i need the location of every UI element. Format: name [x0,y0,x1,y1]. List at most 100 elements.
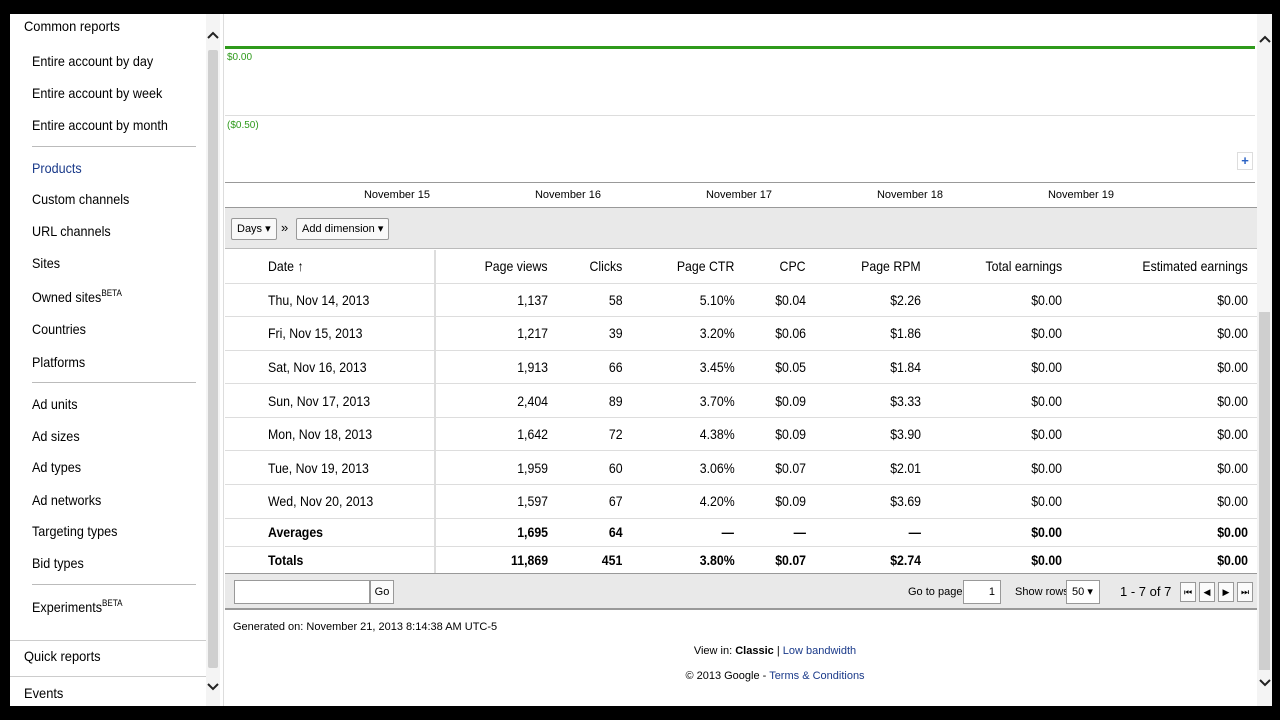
cell-page-ctr: 5.10% [631,283,744,318]
breadcrumb-separator: » [281,220,289,235]
cell-value: 1,642 [517,426,548,443]
cell-page-rpm: $2.74 [814,546,931,576]
column-header-cpc[interactable]: CPC [743,250,815,284]
cell-date: Sat, Nov 16, 2013 [225,350,436,385]
cell-cpc: $0.09 [743,417,815,452]
low-bandwidth-link[interactable]: Low bandwidth [782,645,857,657]
sidebar-heading-events[interactable]: Events [24,685,64,701]
cell-value: 1,695 [517,524,548,541]
cell-value: 3.06% [699,459,735,476]
plus-icon[interactable]: + [1237,152,1253,170]
cell-value: $0.05 [774,358,806,375]
first-page-icon[interactable]: ⏮ [1180,582,1196,602]
sidebar-divider [10,676,206,677]
cell-value: $2.01 [890,459,922,476]
cell-value: $3.69 [890,493,922,510]
cell-value: 451 [601,551,623,568]
days-dropdown[interactable]: Days ▾ [231,218,277,240]
column-header-label: Page CTR [676,258,735,275]
column-header-clicks[interactable]: Clicks [556,250,632,284]
cell-value: $0.00 [1031,392,1063,409]
go-to-page-label: Go to page: [908,586,966,598]
main-scrollbar-thumb[interactable] [1259,312,1270,670]
sidebar-content: Common reports Entire account by day Ent… [10,14,206,706]
add-dimension-dropdown[interactable]: Add dimension ▾ [296,218,390,240]
go-button[interactable]: Go [370,580,394,604]
sidebar-heading-quick-reports[interactable]: Quick reports [24,648,101,664]
cell-value: $0.00 [1217,358,1248,375]
chevron-up-icon[interactable] [1257,32,1272,46]
sidebar-item-experiments[interactable]: ExperimentsBETA [32,598,123,615]
x-axis-label: November 16 [534,189,602,201]
page-number-input[interactable]: 1 [963,580,1001,604]
cell-page-views: 1,959 [435,450,557,486]
cell-page-rpm: $2.01 [814,450,931,486]
sidebar-item-custom-channels[interactable]: Custom channels [32,191,130,207]
previous-page-icon[interactable]: ◀ [1199,582,1215,602]
cell-page-rpm: $1.86 [814,316,931,351]
sidebar-item-countries[interactable]: Countries [32,321,86,337]
sidebar-item-entire-account-by-month[interactable]: Entire account by month [32,117,168,133]
cell-page-ctr: 3.20% [631,316,744,351]
sidebar-item-products[interactable]: Products [32,160,82,176]
rows-per-page-select[interactable]: 50 ▾ [1066,580,1100,604]
show-rows-label: Show rows: [1015,586,1072,598]
app-frame: Common reports Entire account by day Ent… [10,14,1272,706]
sidebar-heading-common-reports[interactable]: Common reports [24,18,120,34]
chevron-down-icon[interactable] [206,680,220,694]
cell-cpc: $0.07 [743,450,815,486]
view-separator: | [776,645,780,657]
sidebar-item-ad-sizes[interactable]: Ad sizes [32,428,80,444]
cell-value: 1,597 [517,493,548,510]
column-header-estimated-earnings[interactable]: Estimated earnings [1071,250,1257,284]
terms-link[interactable]: Terms & Conditions [769,670,865,682]
sidebar-item-sites[interactable]: Sites [32,255,61,271]
column-header-page-rpm[interactable]: Page RPM [814,250,931,284]
sidebar-item-owned-sites[interactable]: Owned sitesBETA [32,288,122,305]
cell-value: Totals [268,551,304,568]
cell-value: $3.33 [890,392,922,409]
sidebar-item-entire-account-by-day[interactable]: Entire account by day [32,53,154,69]
cell-value: $0.00 [1031,291,1063,308]
next-page-icon[interactable]: ▶ [1218,582,1234,602]
sidebar-scrollbar-thumb[interactable] [208,50,218,668]
cell-total-earnings: $0.00 [930,383,1072,418]
sidebar-item-ad-types[interactable]: Ad types [32,459,82,475]
cell-estimated-earnings: $0.00 [1071,283,1257,318]
cell-date: Averages [225,518,436,547]
earnings-chart: $0.00 ($0.50) + November 15 November 16 … [225,14,1257,201]
view-in-label: View in: [693,645,733,657]
column-header-label: Clicks [589,258,623,275]
cell-page-views: 1,913 [435,350,557,385]
cell-value: 3.70% [699,392,735,409]
cell-cpc: $0.05 [743,350,815,385]
cell-value: 2,404 [517,392,548,409]
sidebar-item-ad-units[interactable]: Ad units [32,396,78,412]
cell-value: $0.04 [774,291,806,308]
column-header-page-ctr[interactable]: Page CTR [631,250,744,284]
cell-value: 60 [608,459,623,476]
totals-row: Totals 11,869 451 3.80% $0.07 $2.74 $0.00 $0.00 [225,546,1257,576]
cell-date: Thu, Nov 14, 2013 [225,283,436,318]
cell-total-earnings: $0.00 [930,546,1072,576]
cell-page-rpm: $3.90 [814,417,931,452]
filter-input[interactable] [234,580,370,604]
sidebar-item-url-channels[interactable]: URL channels [32,223,111,239]
sidebar-item-bid-types[interactable]: Bid types [32,555,84,571]
sidebar-item-platforms[interactable]: Platforms [32,354,86,370]
column-header-label: Page views [484,258,548,275]
sidebar-item-ad-networks[interactable]: Ad networks [32,492,102,508]
cell-clicks: 89 [556,383,632,418]
cell-value: $2.74 [890,551,922,568]
chevron-down-icon[interactable] [1257,676,1272,690]
sidebar-item-label: Experiments [32,599,103,615]
cell-value: Sun, Nov 17, 2013 [268,392,371,409]
column-header-date[interactable]: Date ↑ [225,250,436,284]
sidebar-item-entire-account-by-week[interactable]: Entire account by week [32,85,163,101]
column-header-page-views[interactable]: Page views [435,250,557,284]
chevron-up-icon[interactable] [206,28,220,42]
sidebar-item-targeting-types[interactable]: Targeting types [32,523,118,539]
cell-page-ctr: 3.80% [631,546,744,576]
column-header-total-earnings[interactable]: Total earnings [930,250,1072,284]
last-page-icon[interactable]: ⏭ [1237,582,1253,602]
